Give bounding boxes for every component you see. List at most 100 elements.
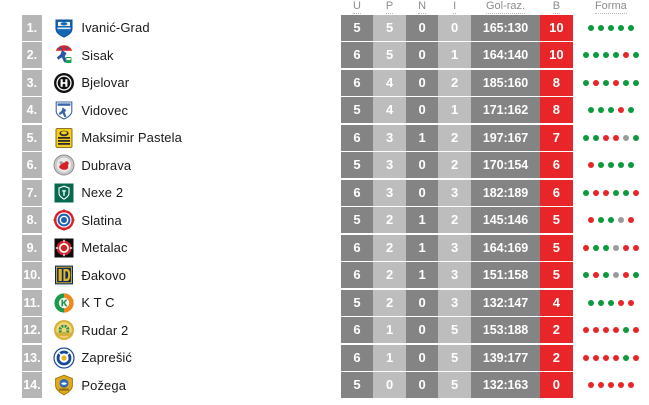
played-cell: 6 [340, 69, 374, 97]
table-row[interactable]: 1. Ivanić-Grad 5 5 0 0 165:130 10 [0, 14, 649, 42]
table-row[interactable]: 10. Đakovo 6 2 1 3 151:158 5 [0, 262, 649, 290]
team-logo-cell[interactable] [46, 372, 82, 400]
table-row[interactable]: 12. Rudar 2 6 1 0 5 153:188 2 [0, 317, 649, 345]
rank-cell: 2. [0, 42, 46, 70]
goal-difference-cell: 165:130 [470, 14, 541, 42]
team-name-cell[interactable]: Bjelovar [81, 75, 130, 91]
form-dot-win [602, 79, 609, 86]
header-logo [46, 0, 82, 14]
form-dot-win [582, 134, 589, 141]
team-name-cell[interactable]: Ivanić-Grad [81, 20, 150, 36]
rank-cell: 3. [0, 69, 46, 97]
team-name-cell[interactable]: Metalac [81, 240, 128, 256]
table-row[interactable]: 8. Slatina 5 2 1 2 145:146 5 [0, 207, 649, 235]
form-cell [573, 372, 649, 400]
form-dot-win [582, 272, 589, 279]
lost-cell: 1 [438, 97, 471, 125]
team-name-cell[interactable]: Rudar 2 [81, 322, 129, 338]
team-name-cell[interactable]: Maksimir Pastela [81, 130, 182, 146]
table-row[interactable]: 3. Bjelovar 6 4 0 2 185:160 8 [0, 69, 649, 97]
form-dot-loss [582, 354, 589, 361]
form-dot-win [622, 189, 629, 196]
table-row[interactable]: 13. Zaprešić 6 1 0 5 139:177 2 [0, 344, 649, 372]
won-cell: 1 [373, 344, 406, 372]
form-dot-win [602, 244, 609, 251]
form-dot-loss [587, 162, 594, 169]
rank-cell: 6. [0, 152, 46, 180]
rank-badge: 11. [22, 289, 42, 316]
table-row[interactable]: 9. Metalac 6 2 1 3 164:169 5 [0, 234, 649, 262]
team-logo-cell[interactable] [46, 344, 82, 372]
goal-difference-cell: 171:162 [470, 97, 541, 125]
form-dot-loss [597, 382, 604, 389]
table-row[interactable]: 11. K T C 5 2 0 3 132:147 4 [0, 289, 649, 317]
team-name-cell[interactable]: Zaprešić [81, 350, 133, 366]
header-won[interactable]: P [385, 0, 394, 14]
rank-cell: 5. [0, 124, 46, 152]
rank-badge: 5. [22, 124, 42, 151]
team-name-cell[interactable]: Slatina [81, 212, 122, 228]
team-logo-cell[interactable] [46, 69, 82, 97]
points-cell: 5 [540, 234, 573, 262]
drawn-cell: 0 [405, 179, 439, 207]
team-logo-cell[interactable] [46, 42, 82, 70]
form-dot-loss [602, 189, 609, 196]
team-logo-cell[interactable] [46, 97, 82, 125]
form-dot-win [622, 79, 629, 86]
team-logo-cell[interactable] [46, 14, 82, 42]
team-logo-cell[interactable] [46, 289, 82, 317]
team-logo-cell[interactable] [46, 207, 82, 235]
team-logo-cell[interactable] [46, 317, 82, 345]
team-logo-cell[interactable] [46, 152, 82, 180]
played-cell: 6 [340, 234, 374, 262]
header-lost[interactable]: I [453, 0, 457, 14]
header-goal-difference[interactable]: Gol-raz. [485, 0, 526, 14]
team-name-cell[interactable]: Sisak [81, 47, 114, 63]
team-name-cell[interactable]: Požega [81, 377, 127, 393]
form-dot-win [587, 107, 594, 114]
header-team [81, 0, 340, 14]
team-logo-cell[interactable] [46, 179, 82, 207]
played-cell: 6 [340, 344, 374, 372]
form-dot-loss [632, 327, 639, 334]
played-cell: 6 [340, 124, 374, 152]
form-dot-loss [587, 217, 594, 224]
lost-cell: 3 [438, 262, 471, 290]
team-logo-cell[interactable] [46, 124, 82, 152]
form-dot-win [622, 354, 629, 361]
table-header-row: U P N I Gol-raz. B Forma [0, 0, 649, 14]
form-dot-win [587, 24, 594, 31]
won-cell: 1 [373, 317, 406, 345]
header-form[interactable]: Forma [594, 0, 627, 14]
played-cell: 5 [340, 372, 374, 400]
form-dot-win [607, 107, 614, 114]
table-row[interactable]: 5. Maksimir Pastela 6 3 1 2 197:167 7 [0, 124, 649, 152]
team-name-cell[interactable]: K T C [81, 295, 115, 311]
header-played[interactable]: U [353, 0, 361, 14]
team-name-cell[interactable]: Vidovec [81, 102, 129, 118]
team-logo-cell[interactable] [46, 262, 82, 290]
form-dot-win [607, 162, 614, 169]
table-row[interactable]: 6. Dubrava 5 3 0 2 170:154 6 [0, 152, 649, 180]
table-row[interactable]: 14. Požega 5 0 0 5 132:163 0 [0, 372, 649, 400]
table-row[interactable]: 7. Nexe 2 6 3 0 3 182:189 6 [0, 179, 649, 207]
form-dot-loss [627, 382, 634, 389]
header-drawn[interactable]: N [418, 0, 427, 14]
drawn-cell: 0 [405, 152, 439, 180]
form-dot-win [612, 189, 619, 196]
played-cell: 6 [340, 42, 374, 70]
form-dot-win [627, 107, 634, 114]
team-name-cell[interactable]: Dubrava [81, 157, 132, 173]
table-row[interactable]: 2. Sisak 6 5 0 1 164:140 10 [0, 42, 649, 70]
header-points[interactable]: B [552, 0, 561, 14]
team-logo-cell[interactable] [46, 234, 82, 262]
drawn-cell: 0 [405, 317, 439, 345]
rank-cell: 7. [0, 179, 46, 207]
team-name-cell[interactable]: Nexe 2 [81, 185, 124, 201]
form-dot-win [582, 189, 589, 196]
form-dot-win [627, 24, 634, 31]
drawn-cell: 0 [405, 97, 439, 125]
won-cell: 3 [373, 124, 406, 152]
table-row[interactable]: 4. Vidovec 5 4 0 1 171:162 8 [0, 97, 649, 125]
team-name-cell[interactable]: Đakovo [81, 267, 127, 283]
